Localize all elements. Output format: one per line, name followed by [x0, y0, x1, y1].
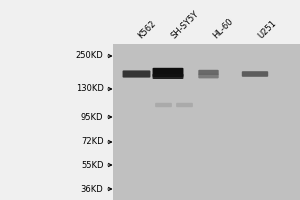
Text: SH-SY5Y: SH-SY5Y — [169, 9, 201, 40]
FancyBboxPatch shape — [153, 68, 184, 77]
FancyBboxPatch shape — [153, 74, 184, 79]
Text: K562: K562 — [136, 19, 158, 40]
Text: 36KD: 36KD — [81, 184, 103, 194]
Text: U251: U251 — [256, 18, 278, 40]
FancyBboxPatch shape — [198, 74, 219, 78]
Text: 130KD: 130KD — [76, 84, 103, 93]
FancyBboxPatch shape — [242, 71, 268, 77]
Text: 250KD: 250KD — [76, 51, 103, 60]
FancyBboxPatch shape — [176, 103, 193, 107]
Text: 72KD: 72KD — [81, 138, 103, 146]
FancyBboxPatch shape — [155, 103, 172, 107]
Bar — [112, 44, 300, 200]
Text: 55KD: 55KD — [81, 160, 103, 170]
FancyBboxPatch shape — [198, 70, 219, 75]
Text: HL-60: HL-60 — [212, 16, 235, 40]
Text: 95KD: 95KD — [81, 112, 103, 121]
FancyBboxPatch shape — [123, 70, 151, 78]
